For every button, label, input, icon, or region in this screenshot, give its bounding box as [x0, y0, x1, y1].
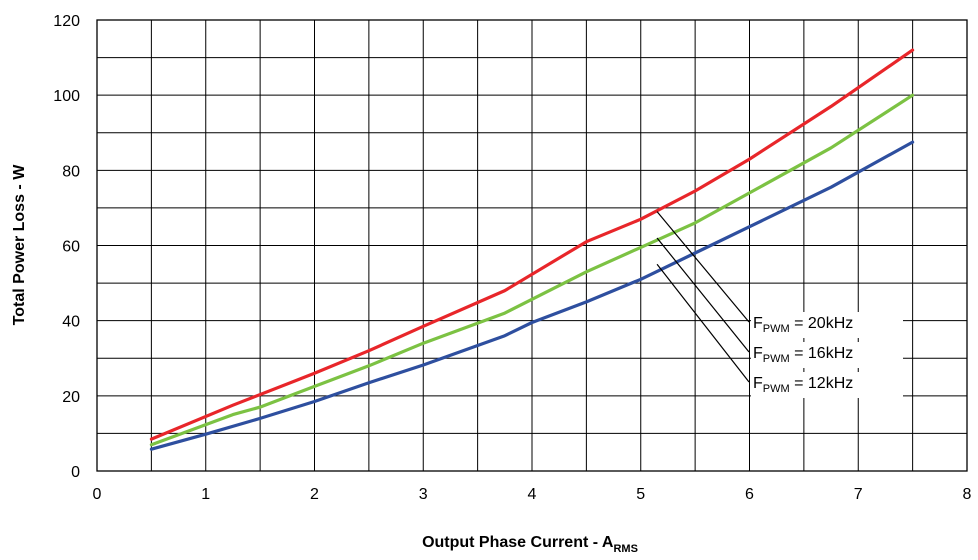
y-axis-title: Total Power Loss - W	[11, 164, 28, 326]
x-tick-labels: 0 1 2 3 4 5 6 7 8	[93, 486, 972, 503]
legend-label-background	[751, 342, 903, 368]
x-axis-title: Output Phase Current - ARMS	[422, 534, 638, 555]
y-tick-label: 40	[62, 314, 80, 331]
y-tick-labels: 0 20 40 60 80 100 120	[53, 13, 80, 481]
legend-label-subscript: PWM	[763, 353, 790, 365]
legend-leader-line-1	[656, 237, 750, 353]
legend-label-main: F	[753, 345, 763, 362]
x-tick-label: 6	[745, 486, 754, 503]
legend-leader-line-0	[656, 211, 750, 323]
x-tick-label: 1	[201, 486, 210, 503]
legend-label-value: = 12kHz	[790, 375, 854, 392]
y-tick-label: 120	[53, 13, 80, 30]
x-tick-label: 3	[419, 486, 428, 503]
series-line-0	[149, 48, 915, 441]
y-tick-label: 20	[62, 389, 80, 406]
y-tick-label: 100	[53, 88, 80, 105]
legend-label-background	[751, 372, 903, 398]
legend-leader-lines	[656, 211, 750, 383]
series-lines	[149, 48, 915, 451]
legend-leader-line-2	[656, 263, 750, 383]
legend-label-2: FPWM = 12kHz	[753, 375, 853, 395]
legend-label-main: F	[753, 315, 763, 332]
series-line-2	[149, 140, 915, 451]
legend-label-subscript: PWM	[763, 383, 790, 395]
x-tick-label: 8	[963, 486, 972, 503]
x-axis-title-subscript: RMS	[613, 543, 637, 555]
y-tick-label: 80	[62, 163, 80, 180]
x-tick-label: 2	[310, 486, 319, 503]
x-tick-label: 0	[93, 486, 102, 503]
series-line-1	[149, 93, 915, 447]
x-tick-label: 7	[854, 486, 863, 503]
legend-label-1: FPWM = 16kHz	[753, 345, 853, 365]
plot-area-frame	[96, 19, 968, 472]
legend-label-background	[751, 312, 903, 338]
y-tick-label: 0	[71, 464, 80, 481]
x-axis-title-main: Output Phase Current - A	[422, 534, 614, 551]
legend-label-0: FPWM = 20kHz	[753, 315, 853, 335]
x-tick-label: 5	[636, 486, 645, 503]
legend-label-value: = 20kHz	[790, 315, 854, 332]
legend-label-main: F	[753, 375, 763, 392]
y-tick-label: 60	[62, 239, 80, 256]
x-tick-label: 4	[528, 486, 537, 503]
legend-label-value: = 16kHz	[790, 345, 854, 362]
grid	[97, 20, 967, 471]
legend-label-subscript: PWM	[763, 323, 790, 335]
